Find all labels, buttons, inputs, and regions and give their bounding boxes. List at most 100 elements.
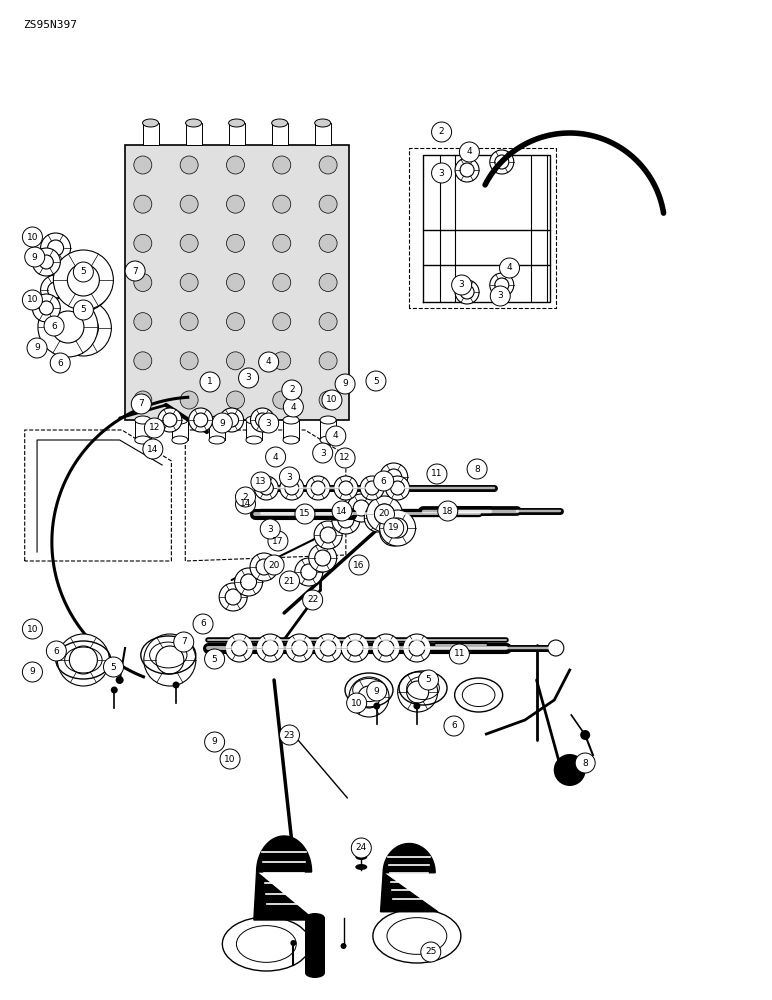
- Text: 21: 21: [284, 576, 295, 585]
- Circle shape: [194, 413, 208, 427]
- Circle shape: [372, 634, 400, 662]
- Circle shape: [319, 313, 337, 331]
- Text: 5: 5: [212, 655, 218, 664]
- Circle shape: [41, 233, 70, 263]
- Ellipse shape: [315, 119, 330, 127]
- Circle shape: [374, 504, 394, 524]
- Text: 8: 8: [582, 758, 588, 768]
- Circle shape: [219, 583, 247, 611]
- Text: 4: 4: [333, 432, 339, 440]
- Circle shape: [403, 634, 431, 662]
- Text: 6: 6: [57, 359, 63, 367]
- Circle shape: [311, 481, 325, 495]
- Circle shape: [44, 316, 64, 336]
- Circle shape: [358, 686, 380, 708]
- Circle shape: [495, 278, 509, 292]
- Circle shape: [354, 500, 369, 516]
- Text: 3: 3: [286, 473, 293, 482]
- Ellipse shape: [135, 416, 151, 424]
- Circle shape: [134, 234, 152, 252]
- Circle shape: [225, 413, 239, 427]
- Circle shape: [134, 195, 152, 213]
- Text: 9: 9: [32, 252, 38, 261]
- Circle shape: [235, 568, 262, 596]
- Ellipse shape: [209, 416, 225, 424]
- Circle shape: [279, 571, 300, 591]
- Text: 3: 3: [459, 280, 465, 289]
- Text: 2: 2: [289, 385, 295, 394]
- Circle shape: [499, 258, 520, 278]
- Circle shape: [131, 394, 151, 414]
- Text: 3: 3: [245, 373, 252, 382]
- Circle shape: [548, 640, 564, 656]
- Text: 12: 12: [149, 423, 160, 432]
- Circle shape: [273, 234, 291, 252]
- Circle shape: [279, 725, 300, 745]
- Circle shape: [188, 408, 213, 432]
- Circle shape: [385, 476, 410, 500]
- Circle shape: [314, 634, 342, 662]
- Text: 5: 5: [80, 306, 86, 314]
- Circle shape: [315, 550, 330, 566]
- Circle shape: [250, 408, 275, 432]
- Text: 23: 23: [284, 730, 295, 740]
- Bar: [320, 420, 336, 440]
- Circle shape: [455, 280, 479, 304]
- Circle shape: [110, 686, 118, 694]
- Circle shape: [273, 391, 291, 409]
- Text: 14: 14: [240, 499, 251, 508]
- Circle shape: [226, 273, 245, 292]
- Circle shape: [349, 677, 389, 717]
- Circle shape: [313, 443, 333, 463]
- Circle shape: [273, 156, 291, 174]
- Ellipse shape: [355, 864, 367, 870]
- Text: 10: 10: [27, 232, 38, 241]
- Circle shape: [250, 553, 278, 581]
- Circle shape: [48, 282, 63, 298]
- Text: 3: 3: [438, 168, 445, 178]
- Text: 4: 4: [266, 358, 272, 366]
- Circle shape: [285, 481, 299, 495]
- Text: 10: 10: [225, 754, 235, 764]
- Ellipse shape: [305, 968, 325, 978]
- Ellipse shape: [320, 436, 336, 444]
- Circle shape: [418, 670, 438, 690]
- Circle shape: [259, 481, 273, 495]
- Circle shape: [373, 702, 381, 710]
- Circle shape: [319, 234, 337, 252]
- Circle shape: [273, 313, 291, 331]
- Circle shape: [575, 753, 595, 773]
- Circle shape: [22, 227, 42, 247]
- Circle shape: [103, 657, 124, 677]
- Circle shape: [459, 142, 479, 162]
- Circle shape: [319, 156, 337, 174]
- Text: 6: 6: [200, 619, 206, 629]
- Text: 24: 24: [356, 843, 367, 852]
- Circle shape: [180, 313, 198, 331]
- Circle shape: [27, 338, 47, 358]
- Circle shape: [449, 644, 469, 664]
- Circle shape: [351, 838, 371, 858]
- Circle shape: [374, 471, 394, 491]
- Text: ZS95N397: ZS95N397: [23, 20, 77, 30]
- Circle shape: [69, 313, 98, 343]
- Text: 4: 4: [506, 263, 513, 272]
- Circle shape: [225, 634, 253, 662]
- Circle shape: [283, 397, 303, 417]
- Circle shape: [386, 524, 401, 540]
- Circle shape: [388, 518, 408, 538]
- Circle shape: [212, 413, 232, 433]
- Circle shape: [319, 391, 337, 409]
- Bar: [172, 420, 188, 440]
- Circle shape: [319, 273, 337, 292]
- Circle shape: [365, 481, 379, 495]
- Circle shape: [367, 681, 387, 701]
- Text: 25: 25: [425, 948, 436, 956]
- Circle shape: [200, 372, 220, 392]
- Ellipse shape: [246, 436, 262, 444]
- Circle shape: [292, 640, 307, 656]
- Text: 19: 19: [388, 524, 399, 532]
- Circle shape: [259, 413, 279, 433]
- Circle shape: [232, 640, 247, 656]
- Circle shape: [378, 482, 394, 498]
